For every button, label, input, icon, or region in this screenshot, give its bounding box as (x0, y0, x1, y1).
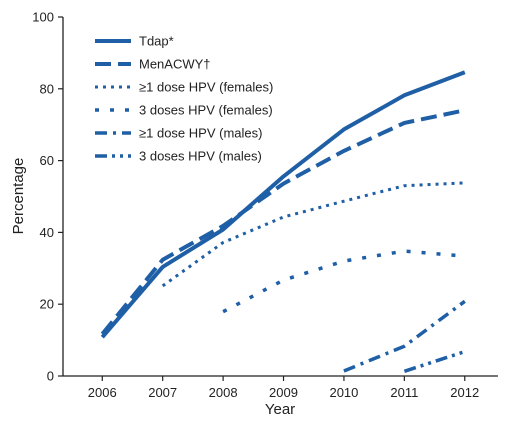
y-tick-label-100: 100 (32, 10, 54, 25)
y-tick-label-40: 40 (40, 225, 54, 240)
x-axis-ticks: 2006 2007 2008 2009 2010 2011 2012 (88, 376, 479, 400)
y-tick-label-60: 60 (40, 153, 54, 168)
series-line-menacwy (100, 108, 466, 336)
axes (62, 17, 498, 377)
series-line-ge1-dose-hpv-males (343, 299, 466, 373)
x-tick-label-2010: 2010 (329, 385, 358, 400)
series-line-3-doses-hpv-females (222, 249, 465, 314)
series-line-3-doses-hpv-males (403, 349, 466, 373)
x-tick-label-2012: 2012 (450, 385, 479, 400)
y-tick-label-80: 80 (40, 81, 54, 96)
x-tick-label-2008: 2008 (209, 385, 238, 400)
legend-label-3-doses-hpv-males: 3 doses HPV (males) (139, 149, 262, 164)
series-line-ge1-dose-hpv-females (161, 181, 465, 288)
legend-label-ge1-dose-hpv-females: ≥1 dose HPV (females) (139, 80, 273, 95)
y-axis-title: Percentage (10, 158, 27, 235)
series-line-tdap (100, 70, 466, 339)
x-axis-title: Year (265, 401, 295, 418)
x-tick-label-2009: 2009 (269, 385, 298, 400)
legend-label-menacwy: MenACWY† (139, 57, 211, 72)
y-tick-label-0: 0 (47, 369, 54, 384)
legend-label-3-doses-hpv-females: 3 doses HPV (females) (139, 103, 273, 118)
x-tick-label-2011: 2011 (390, 385, 418, 400)
legend-label-ge1-dose-hpv-males: ≥1 dose HPV (males) (139, 126, 262, 141)
legend-label-tdap: Tdap* (139, 34, 174, 49)
y-axis-ticks: 0 20 40 60 80 100 (32, 10, 63, 384)
legend: Tdap* MenACWY† ≥1 dose HPV (females) 3 dose… (95, 34, 273, 164)
plot-area (100, 70, 466, 373)
x-tick-label-2007: 2007 (148, 385, 177, 400)
y-tick-label-20: 20 (40, 297, 54, 312)
x-tick-label-2006: 2006 (88, 385, 117, 400)
